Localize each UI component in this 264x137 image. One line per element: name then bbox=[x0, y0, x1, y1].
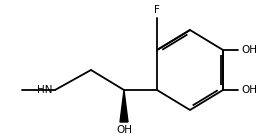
Text: OH: OH bbox=[116, 125, 132, 135]
Text: OH: OH bbox=[241, 85, 257, 95]
Text: HN: HN bbox=[37, 85, 53, 95]
Text: F: F bbox=[154, 5, 160, 15]
Text: OH: OH bbox=[241, 45, 257, 55]
Polygon shape bbox=[120, 90, 128, 122]
